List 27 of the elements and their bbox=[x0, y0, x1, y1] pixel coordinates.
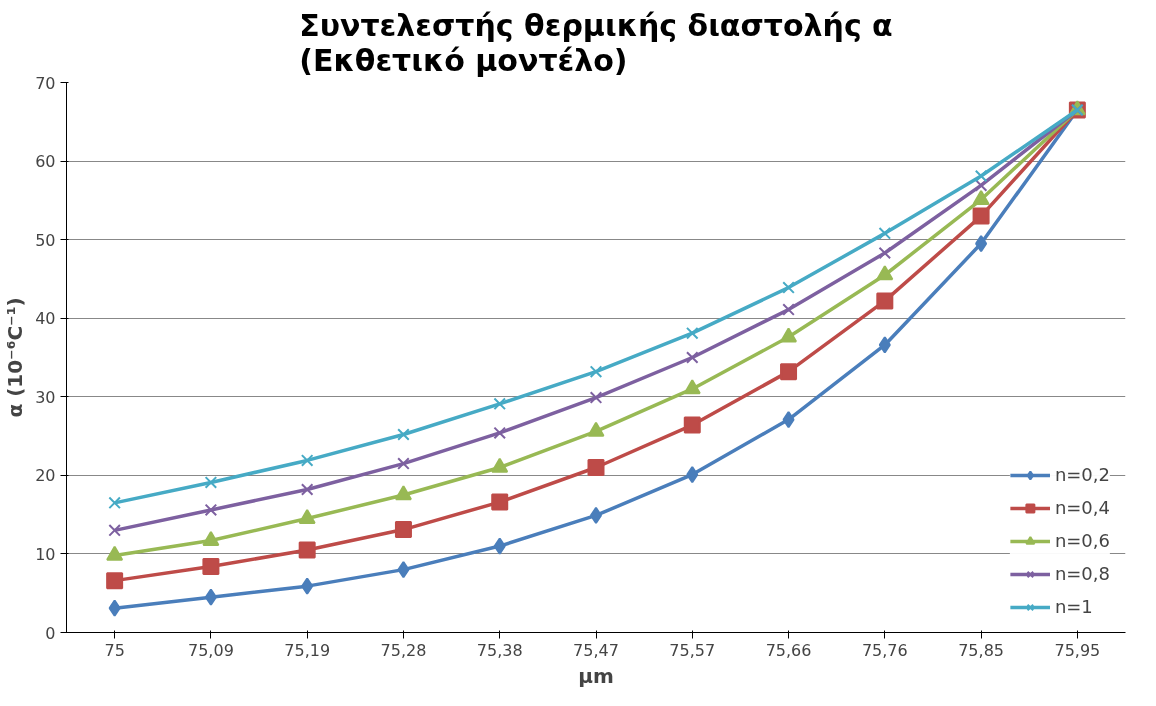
x-tick-label: 75,95 bbox=[1054, 640, 1101, 660]
x-tick-label: 75,28 bbox=[380, 640, 427, 660]
x-tick-label: 75,76 bbox=[861, 640, 908, 660]
y-tick-label: 10 bbox=[35, 544, 56, 564]
x-tick-label: 75,66 bbox=[765, 640, 812, 660]
y-tick-label: 70 bbox=[35, 73, 56, 93]
y-tick-label: 20 bbox=[35, 466, 56, 486]
x-tick-label: 75,85 bbox=[958, 640, 1004, 660]
legend-label: n=0,8 bbox=[1054, 563, 1110, 584]
legend-label: n=0,4 bbox=[1054, 497, 1110, 518]
chart-title: Συντελεστής θερμικής διαστολής α (Εκθετικό μοντέλο) bbox=[299, 7, 893, 78]
legend-label: n=0,2 bbox=[1054, 464, 1110, 485]
y-tick-label: 30 bbox=[35, 387, 56, 407]
y-tick-label: 0 bbox=[45, 623, 56, 643]
y-axis-title: α (10⁻⁶C⁻¹) bbox=[3, 297, 28, 418]
legend-label: n=1 bbox=[1054, 596, 1093, 617]
y-tick-label: 50 bbox=[35, 230, 56, 250]
x-tick-label: 75,09 bbox=[188, 640, 234, 660]
legend-label: n=0,6 bbox=[1054, 530, 1110, 551]
x-tick-label: 75,57 bbox=[669, 640, 716, 660]
x-axis-title: μm bbox=[578, 663, 614, 688]
y-tick-label: 40 bbox=[35, 309, 56, 329]
x-tick-label: 75 bbox=[104, 640, 125, 660]
x-tick-label: 75,38 bbox=[476, 640, 523, 660]
x-tick-label: 75,47 bbox=[573, 640, 619, 660]
x-tick-label: 75,19 bbox=[284, 640, 331, 660]
y-tick-label: 60 bbox=[35, 152, 56, 172]
